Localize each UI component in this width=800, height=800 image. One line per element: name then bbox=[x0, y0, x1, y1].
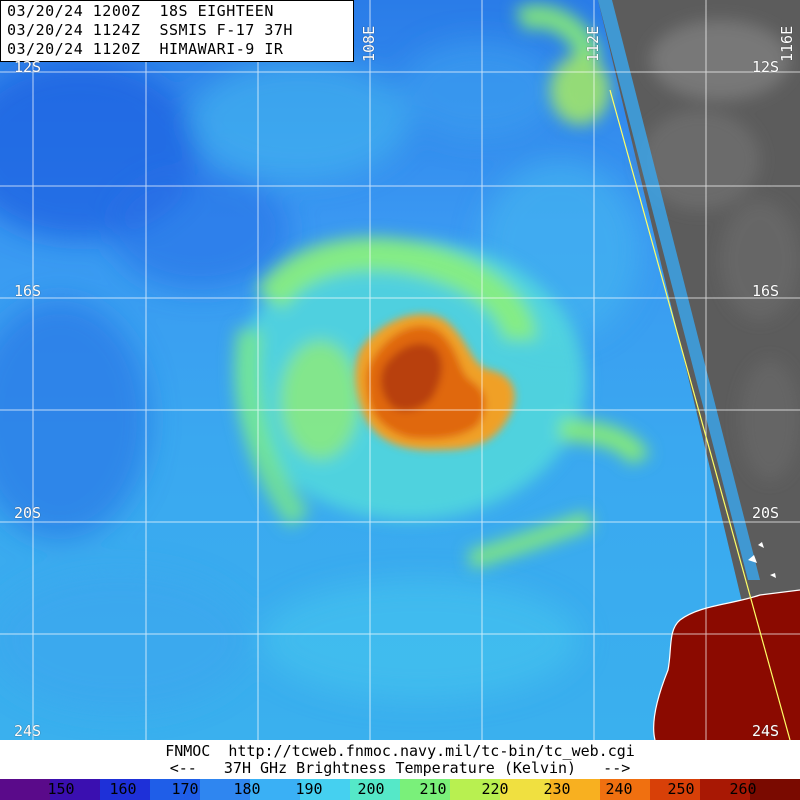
lat-label-20s-right: 20S bbox=[752, 504, 780, 522]
colorbar-segment bbox=[500, 779, 550, 800]
land-mass bbox=[653, 590, 800, 740]
info-header: 03/20/24 1200Z 18S EIGHTEEN 03/20/24 112… bbox=[0, 0, 354, 62]
microwave-satellite-map bbox=[0, 0, 800, 740]
colorbar-segment bbox=[200, 779, 250, 800]
header-line-sensor: 03/20/24 1124Z SSMIS F-17 37H bbox=[7, 21, 293, 39]
track-line bbox=[609, 89, 791, 740]
lat-label-24s-right: 24S bbox=[752, 722, 780, 740]
legend-title: <-- 37H GHz Brightness Temperature (Kelv… bbox=[169, 759, 631, 777]
header-line-storm: 03/20/24 1200Z 18S EIGHTEEN bbox=[7, 2, 274, 20]
swath-edge bbox=[598, 0, 760, 580]
footer-source: FNMOC http://tcweb.fnmoc.navy.mil/tc-bin… bbox=[165, 742, 635, 760]
colorbar-tick-label: 170 bbox=[171, 780, 199, 798]
colorbar-tick-label: 200 bbox=[357, 780, 385, 798]
colorbar-tick-label: 150 bbox=[47, 780, 75, 798]
colorbar-segment bbox=[600, 779, 650, 800]
lat-label-12s-right: 12S bbox=[752, 58, 780, 76]
warm-core bbox=[355, 314, 515, 451]
colorbar-segment bbox=[300, 779, 350, 800]
lat-label-12s: 12S bbox=[14, 58, 42, 76]
colorbar-tick-label: 220 bbox=[481, 780, 509, 798]
colorbar-tick-label: 180 bbox=[233, 780, 261, 798]
colorbar-segment bbox=[150, 779, 200, 800]
lat-label-24s: 24S bbox=[14, 722, 42, 740]
colorbar-tick-label: 240 bbox=[605, 780, 633, 798]
lat-label-16s: 16S bbox=[14, 282, 42, 300]
header-line-ir: 03/20/24 1120Z HIMAWARI-9 IR bbox=[7, 40, 284, 58]
lat-lon-grid bbox=[0, 0, 800, 740]
colorbar-segment bbox=[750, 779, 800, 800]
colorbar-tick-label: 210 bbox=[419, 780, 447, 798]
colorbar-segment bbox=[250, 779, 300, 800]
colorbar-tick-label: 260 bbox=[729, 780, 757, 798]
colorbar-tick-label: 250 bbox=[667, 780, 695, 798]
lon-label-116e: 116E bbox=[778, 25, 796, 62]
colorbar-segment bbox=[100, 779, 150, 800]
colorbar-segment bbox=[50, 779, 100, 800]
lon-label-112e: 112E bbox=[584, 25, 602, 62]
lat-label-20s: 20S bbox=[14, 504, 42, 522]
colorbar-tick-label: 190 bbox=[295, 780, 323, 798]
colorbar-segment bbox=[450, 779, 500, 800]
coastline-islands bbox=[748, 542, 776, 578]
colorbar-segment bbox=[700, 779, 750, 800]
colorbar-segment bbox=[0, 779, 50, 800]
colorbar-tick-label: 230 bbox=[543, 780, 571, 798]
lon-label-108e: 108E bbox=[360, 25, 378, 62]
colorbar-segment bbox=[550, 779, 600, 800]
coastline bbox=[653, 589, 800, 740]
colorbar-segment bbox=[350, 779, 400, 800]
colorbar bbox=[0, 779, 800, 800]
ir-cloud-texture bbox=[640, 20, 800, 480]
colorbar-tick-label: 160 bbox=[109, 780, 137, 798]
lat-label-16s-right: 16S bbox=[752, 282, 780, 300]
colorbar-segment bbox=[400, 779, 450, 800]
colorbar-segment bbox=[650, 779, 700, 800]
